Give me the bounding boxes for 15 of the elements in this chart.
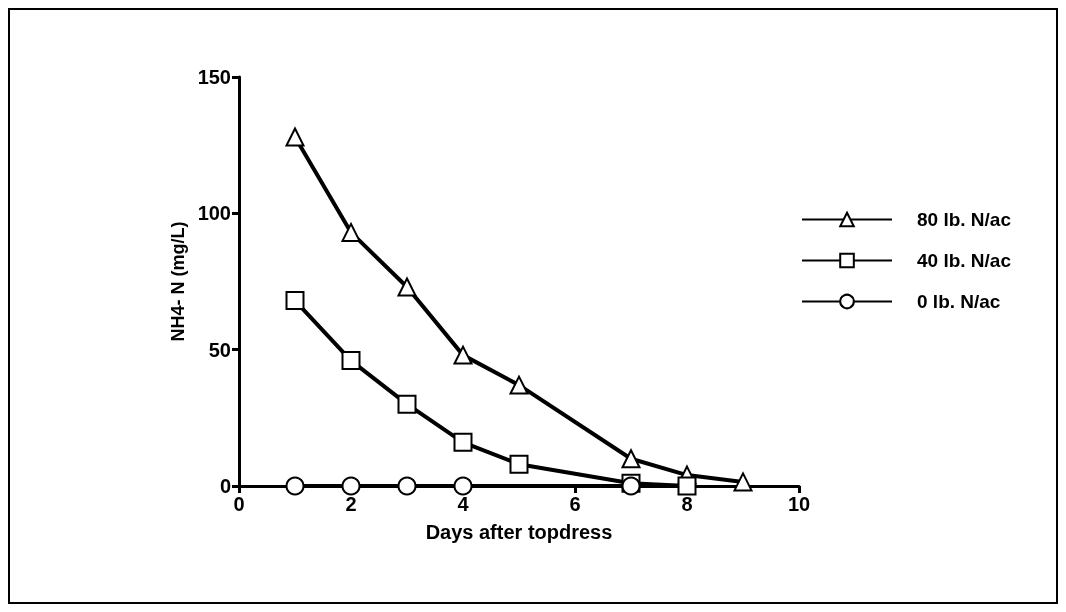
x-tick-label: 4: [457, 493, 470, 515]
x-tick-label: 2: [345, 493, 357, 515]
legend-label: 80 lb. N/ac: [917, 209, 1012, 230]
y-tick-label: 100: [197, 202, 231, 225]
x-tick-label: 10: [787, 493, 811, 515]
x-tick-label: 0: [233, 493, 245, 515]
y-tick-label: 0: [219, 475, 231, 497]
y-axis-title: NH4- N (mg/L): [167, 221, 188, 342]
legend-label: 0 lb. N/ac: [917, 291, 1001, 312]
x-tick-label: 8: [681, 493, 693, 515]
legend-label: 40 lb. N/ac: [917, 250, 1012, 271]
x-tick-label: 6: [569, 493, 581, 515]
y-tick-label: 150: [197, 66, 231, 88]
y-tick-label: 50: [208, 338, 231, 361]
x-axis-title: Days after topdress: [425, 521, 613, 543]
